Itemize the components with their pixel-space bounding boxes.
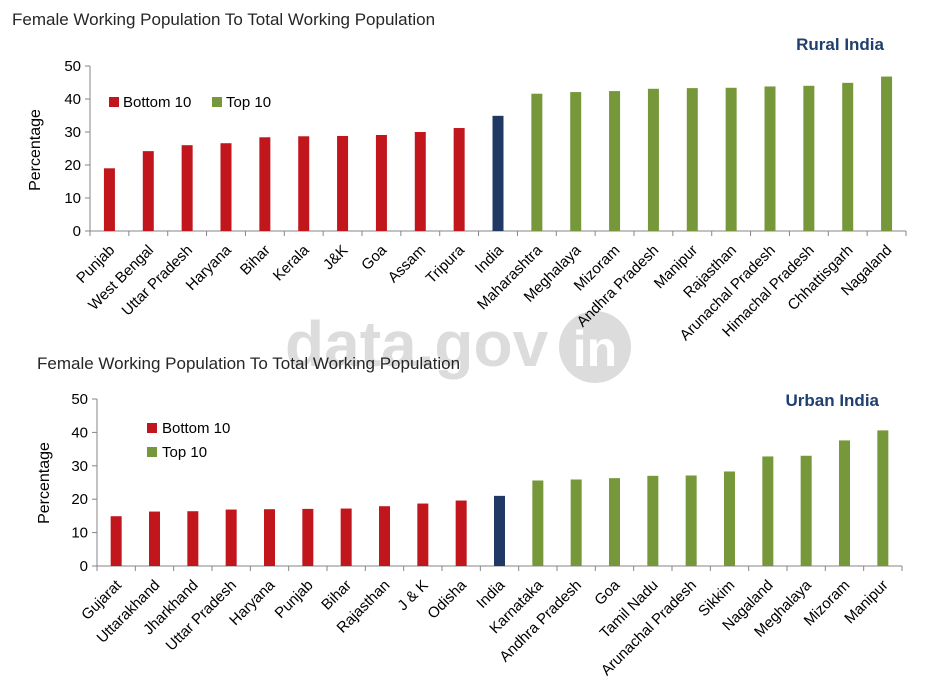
rural-category-label: India [472,241,507,276]
urban-y-tick-label: 40 [71,424,88,441]
urban-y-tick-label: 20 [71,491,88,508]
rural-bar [570,92,582,231]
rural-category-label: J&K [320,242,351,273]
rural-bar [492,115,504,231]
urban-category-label: Goa [591,576,624,609]
watermark: data.gov in [285,308,631,383]
urban-bar [685,475,697,566]
rural-chart-title: Female Working Population To Total Worki… [12,10,435,29]
urban-bar [532,480,544,566]
urban-bar [302,508,314,566]
rural-y-tick-label: 20 [64,157,81,174]
rural-bar [686,88,698,231]
urban-category-label: Punjab [272,577,317,622]
rural-category-label: Goa [358,241,391,274]
rural-category-label: Assam [385,242,429,286]
urban-bar [340,508,352,566]
urban-bar [724,471,735,566]
urban-bar [455,500,467,566]
watermark-text: data.gov [285,308,549,380]
rural-region-label: Rural India [796,35,884,54]
urban-bar [149,511,160,566]
urban-legend-bottom-swatch [147,423,157,433]
rural-legend-top-swatch [212,97,222,107]
urban-y-ticks: 0 10 20 30 40 50 [71,391,903,575]
rural-legend-bottom-label: Bottom 10 [123,94,191,111]
urban-y-tick-label: 0 [80,558,88,575]
urban-chart-title: Female Working Population To Total Worki… [37,354,460,373]
urban-y-axis-label: Percentage [36,442,53,524]
watermark-suffix: in [573,321,617,377]
rural-bar [259,137,271,231]
urban-bar [800,455,812,566]
urban-legend-top-label: Top 10 [162,444,207,461]
rural-bar [881,76,893,231]
urban-bar [417,503,429,566]
urban-bar [225,509,237,566]
urban-bar [877,430,889,566]
rural-legend-top-label: Top 10 [226,94,271,111]
rural-y-tick-label: 30 [64,124,81,141]
rural-bar [764,86,776,232]
urban-bar [379,506,390,566]
urban-y-tick-label: 10 [71,525,88,542]
rural-bar [453,128,465,231]
rural-category-label: Bihar [237,242,274,279]
rural-bar [220,143,232,231]
urban-bar [762,456,774,566]
urban-y-tick-label: 50 [71,391,88,408]
rural-bar [103,168,115,231]
rural-bar [609,91,621,231]
urban-bar [110,516,122,566]
urban-bar [609,478,620,566]
rural-bar [414,132,426,231]
rural-bar [842,82,854,231]
rural-legend: Bottom 10 Top 10 [109,94,271,111]
urban-bar [570,479,582,566]
urban-bar [264,509,275,566]
rural-category-label: Tripura [423,241,469,287]
urban-legend-bottom-label: Bottom 10 [162,420,230,437]
urban-legend-top-swatch [147,447,157,457]
rural-y-axis-label: Percentage [27,109,44,191]
rural-bar [337,135,349,231]
urban-bar [647,475,659,566]
urban-bar [494,495,505,566]
watermark-badge-icon [559,311,631,383]
rural-bar [142,151,154,231]
rural-chart: Female Working Population To Total Worki… [12,10,907,344]
urban-bars [110,430,889,566]
rural-bar [725,87,737,231]
rural-bar [375,134,387,231]
rural-y-tick-label: 0 [73,223,81,240]
urban-bar [187,511,199,566]
urban-category-label: Manipur [841,577,891,627]
urban-category-label: India [473,576,508,611]
rural-bar [298,136,310,231]
urban-region-label: Urban India [785,391,879,410]
urban-bar [839,440,850,566]
rural-category-label: Kerala [270,241,313,284]
rural-bar [803,85,815,231]
urban-category-label: Odisha [424,576,470,622]
rural-y-tick-label: 40 [64,91,81,108]
rural-y-ticks: 0 10 20 30 40 50 [64,58,907,240]
urban-y-tick-label: 30 [71,458,88,475]
rural-legend-bottom-swatch [109,97,119,107]
rural-bar [531,93,543,231]
rural-bar [181,145,193,231]
rural-y-tick-label: 10 [64,190,81,207]
rural-bar [647,88,659,232]
rural-y-tick-label: 50 [64,58,81,75]
rural-bars [103,76,893,232]
urban-legend: Bottom 10 Top 10 [147,420,230,461]
urban-chart: Female Working Population To Total Worki… [36,354,903,679]
